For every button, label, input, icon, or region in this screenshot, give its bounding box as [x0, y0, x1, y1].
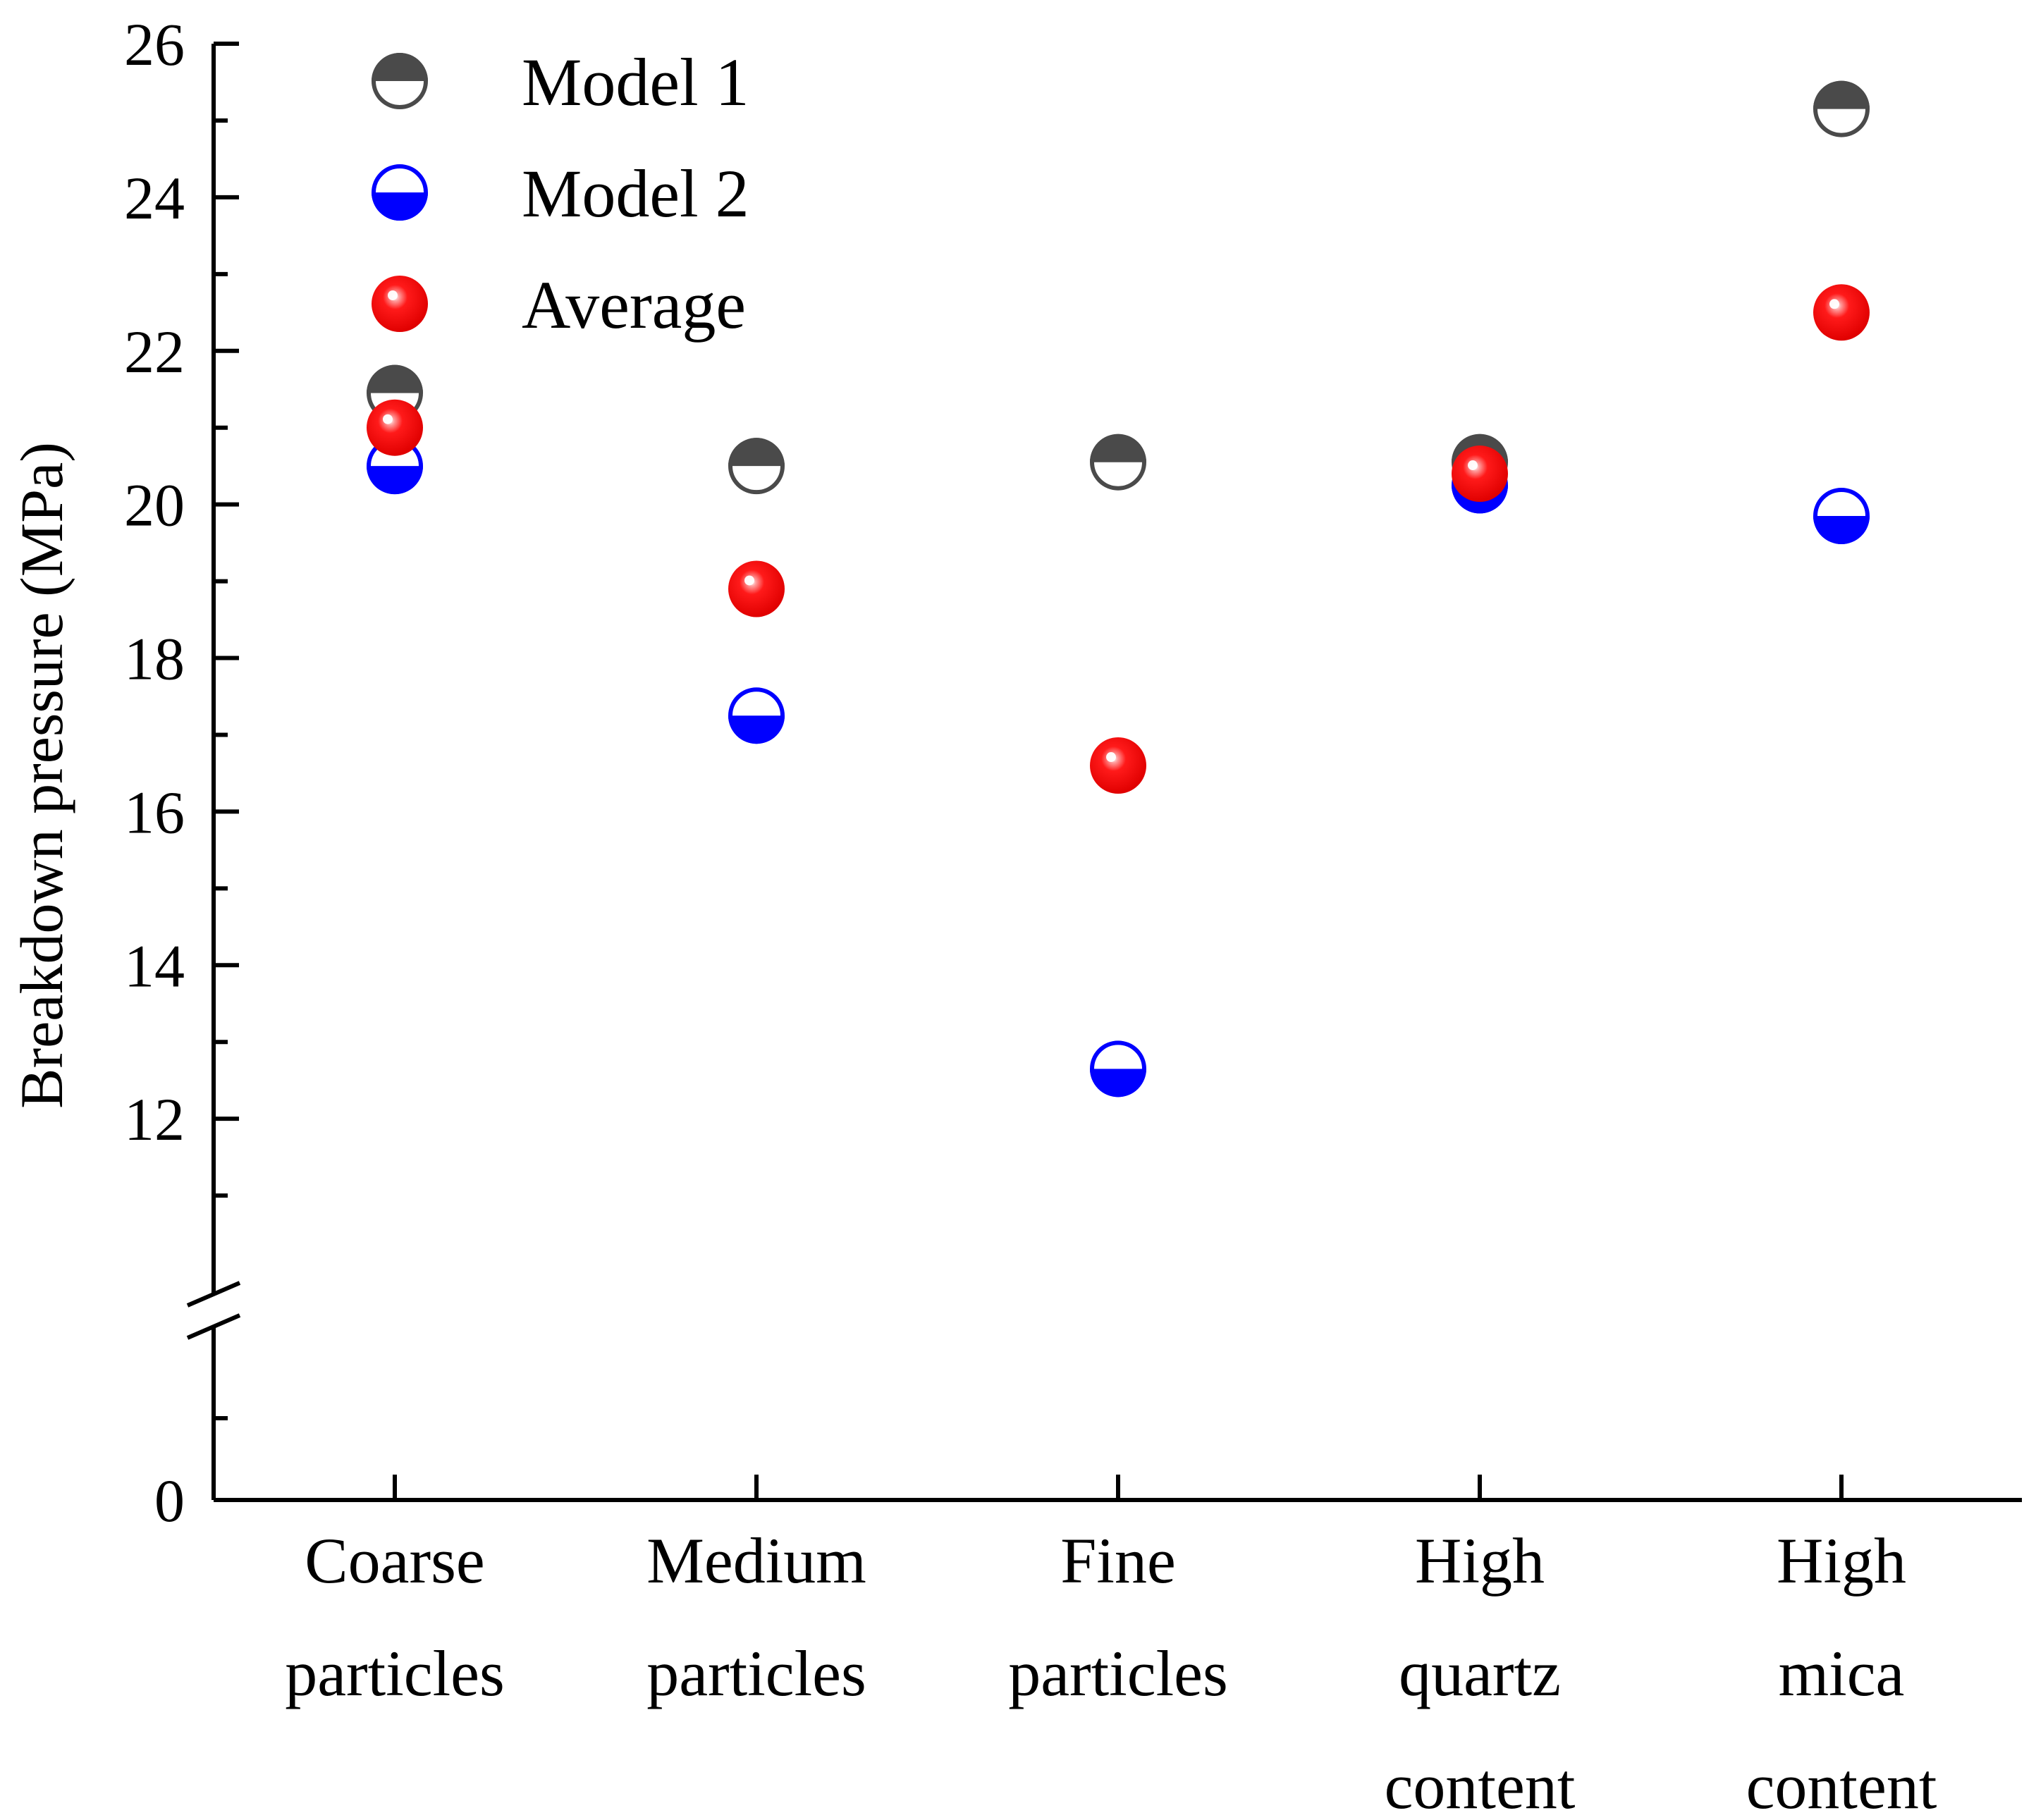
legend-marker-model-1 [372, 53, 428, 109]
model-2-point [367, 438, 423, 495]
axis-break-mark [186, 1313, 241, 1340]
x-category-label: quartz [1399, 1637, 1561, 1709]
model-2-point [1813, 487, 1870, 544]
y-tick-label: 0 [154, 1467, 185, 1535]
legend-label-model-1: Model 1 [522, 44, 749, 120]
y-axis-ticks: 0 12 14 16 18 20 22 24 26 [124, 11, 239, 1535]
x-category-label: Medium [646, 1525, 866, 1597]
y-tick-label: 16 [124, 778, 185, 846]
x-category-label: content [1385, 1750, 1576, 1820]
x-category-label: particles [285, 1637, 505, 1709]
average-point [728, 560, 785, 617]
model-2-point [1090, 1040, 1146, 1097]
axis-break-mark [186, 1281, 241, 1308]
data-points [367, 80, 1870, 1097]
legend-label-model-2: Model 2 [522, 156, 749, 231]
x-category-label: High [1415, 1525, 1545, 1597]
y-tick-label: 20 [124, 472, 185, 539]
average-point [1452, 445, 1508, 503]
legend-marker-average [372, 276, 428, 332]
model-1-point [728, 438, 785, 495]
average-point [1813, 284, 1870, 341]
model-1-point [1813, 80, 1870, 137]
model-1-point [1090, 434, 1146, 491]
x-category-label: content [1746, 1750, 1937, 1820]
y-tick-label: 26 [124, 11, 185, 78]
legend: Model 1 Model 2 Average [372, 44, 749, 343]
y-tick-label: 12 [124, 1086, 185, 1153]
average-point [1090, 737, 1146, 794]
x-axis-categories: Coarse particles Medium particles Fine partic… [285, 1475, 1937, 1820]
x-category-label: Fine [1060, 1525, 1176, 1597]
y-tick-label: 18 [124, 625, 185, 693]
legend-label-average: Average [522, 267, 746, 343]
x-category-label: Coarse [305, 1525, 484, 1597]
y-tick-label: 24 [124, 164, 185, 232]
y-tick-label: 22 [124, 318, 185, 386]
legend-marker-model-2 [372, 164, 428, 221]
x-category-label: High [1777, 1525, 1906, 1597]
y-tick-label: 14 [124, 932, 185, 1000]
model-2-point [728, 687, 785, 744]
x-category-label: particles [646, 1637, 866, 1709]
x-category-label: particles [1008, 1637, 1228, 1709]
x-category-label: mica [1779, 1637, 1905, 1709]
average-point [367, 399, 423, 456]
y-axis-title: Breakdown pressure (MPa) [8, 442, 75, 1109]
